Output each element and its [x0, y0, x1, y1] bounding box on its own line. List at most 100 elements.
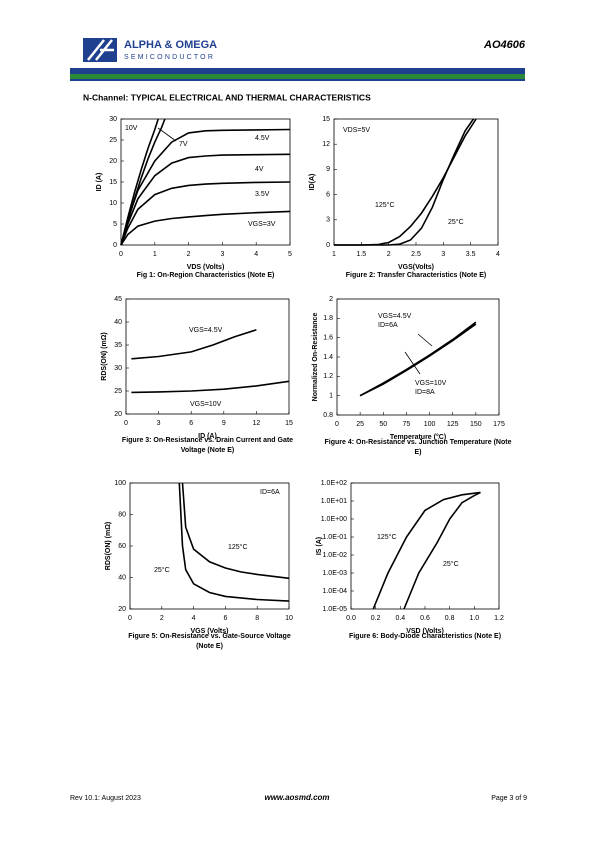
- x-tick-label: 15: [285, 420, 293, 427]
- x-tick-label: 4: [254, 251, 258, 258]
- y-tick-label: 5: [113, 221, 117, 228]
- x-tick-label: 1.5: [356, 251, 366, 258]
- x-tick-label: 10: [285, 615, 293, 622]
- y-tick-label: 1.0E+02: [321, 480, 347, 487]
- x-tick-label: 3: [441, 251, 445, 258]
- x-tick-label: 9: [222, 420, 226, 427]
- curve-label: VGS=3V: [248, 221, 276, 228]
- x-tick-label: 8: [255, 615, 259, 622]
- y-tick-label: 1.0E-05: [322, 606, 347, 613]
- curve-label: 10V: [125, 125, 138, 132]
- x-tick-label: 1: [332, 251, 336, 258]
- curve: [334, 118, 475, 246]
- y-tick-label: 2: [329, 296, 333, 303]
- curve-label: 125°C: [377, 533, 397, 541]
- logo-lines: [87, 39, 114, 61]
- x-axis-label: VGS (Volts): [191, 628, 229, 635]
- header-bar: [70, 68, 525, 74]
- figure-caption: Figure 6: Body-Diode Characteristics (No…: [348, 633, 502, 640]
- y-tick-label: 6: [326, 191, 330, 198]
- x-tick-label: 0.6: [420, 615, 430, 622]
- x-axis-label: ID (A): [198, 433, 217, 440]
- y-tick-label: 1.0E+00: [321, 516, 347, 523]
- curve-label: 7V: [179, 141, 188, 148]
- x-tick-label: 0: [335, 421, 339, 428]
- y-tick-label: 1.2: [323, 373, 333, 380]
- y-axis-label: ID (A): [96, 173, 103, 192]
- y-axis-label: Normalized On-Resistance: [312, 313, 319, 402]
- curve-label: 125°C: [228, 543, 248, 551]
- curve-label: 3.5V: [255, 191, 270, 198]
- y-tick-label: 1: [329, 393, 333, 400]
- x-tick-label: 5: [288, 251, 292, 258]
- y-tick-label: 20: [109, 158, 117, 165]
- curve: [372, 491, 481, 610]
- y-tick-label: 0: [326, 242, 330, 249]
- curve: [178, 482, 290, 602]
- x-tick-label: 1: [153, 251, 157, 258]
- y-tick-label: 10: [109, 200, 117, 207]
- curve-label: VGS=10V: [190, 401, 222, 408]
- x-axis-label: VGS(Volts): [398, 264, 434, 271]
- x-tick-label: 1.2: [494, 615, 504, 622]
- y-tick-label: 0.8: [323, 412, 333, 419]
- x-tick-label: 0.8: [445, 615, 455, 622]
- plot-frame: [350, 482, 500, 610]
- y-tick-label: 40: [118, 574, 126, 581]
- x-tick-label: 150: [470, 421, 482, 428]
- curve: [120, 128, 291, 246]
- y-tick-label: 35: [114, 342, 122, 349]
- x-tick-label: 2.5: [411, 251, 421, 258]
- plot-frame: [336, 298, 500, 416]
- curve: [120, 181, 291, 246]
- curve-label: 125°C: [375, 201, 395, 209]
- header-bar: [70, 74, 525, 79]
- x-tick-label: 4: [192, 615, 196, 622]
- y-tick-label: 1.0E+01: [321, 498, 347, 505]
- curve: [120, 153, 291, 246]
- y-axis-label: RDS(ON) (mΩ): [105, 522, 112, 570]
- y-tick-label: 20: [118, 606, 126, 613]
- x-axis-label: VSD (Volts): [406, 628, 444, 635]
- x-tick-label: 25: [356, 421, 364, 428]
- curve: [403, 491, 481, 610]
- y-tick-label: 1.4: [323, 354, 333, 361]
- curve-label: ID=8A: [415, 389, 435, 396]
- x-tick-label: 175: [493, 421, 505, 428]
- y-tick-label: 1.0E-04: [322, 588, 347, 595]
- y-tick-label: 15: [109, 179, 117, 186]
- y-axis-label: IS (A): [316, 537, 323, 555]
- curve: [120, 210, 291, 246]
- y-tick-label: 1.8: [323, 315, 333, 322]
- figure-caption: Figure 2: Transfer Characteristics (Note…: [345, 272, 487, 279]
- y-tick-label: 60: [118, 543, 126, 550]
- x-tick-label: 2: [387, 251, 391, 258]
- pointer-arrow: [157, 127, 177, 142]
- x-tick-label: 2: [160, 615, 164, 622]
- y-axis-label: ID(A): [309, 174, 316, 191]
- curve-label: 25°C: [154, 566, 170, 574]
- y-tick-label: 80: [118, 511, 126, 518]
- pointer-arrow: [404, 351, 421, 375]
- header-bar: [70, 79, 525, 81]
- curve-label: 4V: [255, 166, 264, 173]
- figure-caption: Figure 3: On-Resistance vs. Drain Curren…: [121, 437, 294, 454]
- y-tick-label: 3: [326, 217, 330, 224]
- page-number: Page 3 of 9: [491, 795, 527, 802]
- curve-label: 4.5V: [255, 135, 270, 142]
- x-tick-label: 0.0: [346, 615, 356, 622]
- x-tick-label: 125: [447, 421, 459, 428]
- plot-frame: [129, 482, 290, 610]
- figure-caption: Figure 5: On-Resistance vs. Gate-Source …: [128, 633, 291, 650]
- y-tick-label: 25: [114, 388, 122, 395]
- annotation: VDS=5V: [343, 127, 370, 134]
- curve-label: 25°C: [448, 218, 464, 226]
- division: SEMICONDUCTOR: [124, 54, 215, 61]
- y-tick-label: 1.6: [323, 335, 333, 342]
- x-tick-label: 3.5: [466, 251, 476, 258]
- x-tick-label: 3: [220, 251, 224, 258]
- part-number: AO4606: [483, 39, 526, 51]
- curve: [359, 323, 477, 397]
- company: ALPHA & OMEGA: [124, 39, 217, 51]
